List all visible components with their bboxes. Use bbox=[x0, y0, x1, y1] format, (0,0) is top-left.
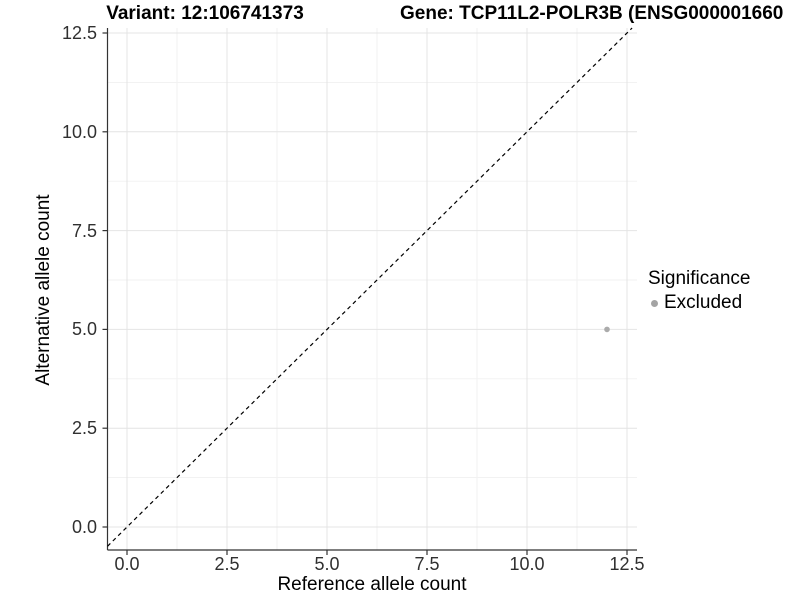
y-tick-label: 0.0 bbox=[71, 517, 97, 537]
y-tick-label: 2.5 bbox=[71, 418, 97, 439]
x-tick-label: 0.0 bbox=[114, 554, 140, 574]
x-tick-label: 2.5 bbox=[214, 554, 240, 574]
x-tick-label: 7.5 bbox=[414, 554, 440, 574]
identity-dashed-line bbox=[107, 27, 633, 547]
y-tick-label: 10.0 bbox=[61, 121, 97, 142]
y-tick-label: 12.5 bbox=[61, 23, 97, 43]
x-tick-label: 5.0 bbox=[314, 554, 340, 574]
x-tick-label: 10.0 bbox=[509, 554, 545, 574]
plot-title-gene: Gene: TCP11L2-POLR3B (ENSG000001660 bbox=[400, 3, 784, 24]
legend-item-label: Excluded bbox=[664, 292, 743, 313]
data-point bbox=[604, 326, 610, 333]
legend-item-excluded: Excluded bbox=[648, 292, 750, 314]
x-axis-label: Reference allele count bbox=[277, 574, 467, 595]
legend: Significance Excluded bbox=[648, 268, 750, 314]
y-tick-label: 7.5 bbox=[71, 220, 97, 241]
legend-point-icon bbox=[651, 299, 658, 307]
plot-title-variant: Variant: 12:106741373 bbox=[106, 3, 304, 24]
y-tick-label: 5.0 bbox=[71, 319, 97, 340]
x-tick-label: 12.5 bbox=[609, 554, 645, 574]
legend-title: Significance bbox=[648, 268, 751, 289]
